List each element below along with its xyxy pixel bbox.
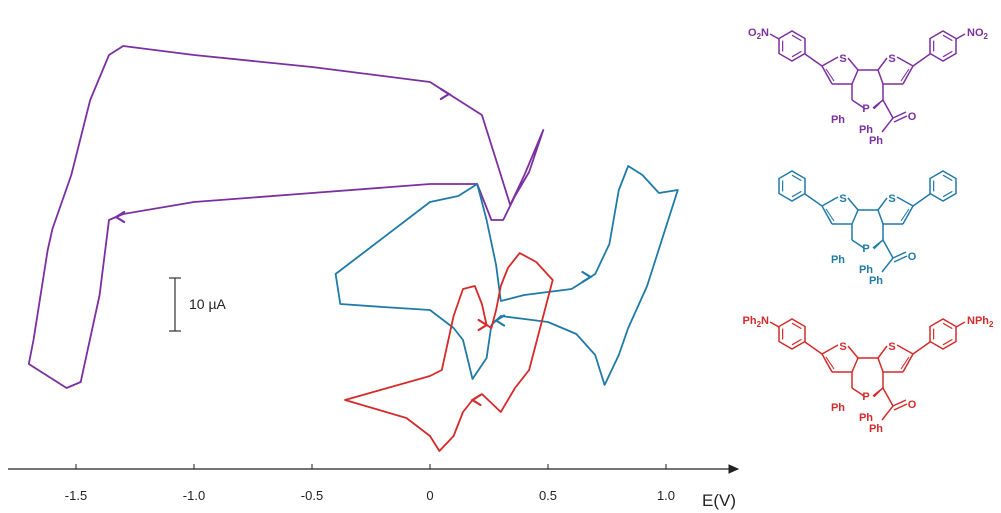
substituent-subscript: 2 (984, 32, 989, 41)
cv-direction-arrow (439, 87, 451, 101)
cv-series-2 (334, 165, 679, 386)
atom-label: S (888, 341, 895, 353)
atom-label: Ph (859, 124, 873, 136)
substituent-main: Ph (743, 315, 757, 327)
cv-direction-arrow (470, 393, 482, 407)
cv-direction-arrow (477, 318, 489, 332)
substituent-main: O (748, 27, 757, 39)
atom-label: Ph (859, 412, 873, 424)
x-tick-label: -0.5 (301, 488, 323, 503)
atom-label: Ph (831, 254, 845, 266)
substituent-subscript: 2 (757, 32, 762, 41)
substituent-subscript: 2 (989, 320, 994, 329)
atom-label: Ph (869, 135, 883, 147)
substituent-tail: N (761, 315, 769, 327)
substituent-label: NPh2 (967, 315, 994, 329)
cv-series-1 (27, 45, 545, 389)
atom-label: S (839, 341, 846, 353)
substituent-label: O2N (748, 27, 769, 41)
cv-series-3 (344, 252, 554, 452)
x-tick-label: 0 (426, 488, 433, 503)
substituent-tail: N (761, 27, 769, 39)
substituent-subscript: 2 (757, 320, 762, 329)
atom-label: Ph (831, 114, 845, 126)
atom-label: Ph (859, 264, 873, 276)
atom-label: O (908, 399, 917, 411)
x-tick-label: -1.5 (65, 488, 87, 503)
x-axis-ticks: -1.5 -1.0 -0.5 0 0.5 1.0 (65, 464, 675, 503)
substituent-label: NO2 (967, 27, 989, 41)
x-axis-label: E(V) (702, 491, 736, 510)
atom-label: Ph (869, 275, 883, 287)
current-scale-bar: 10 µA (169, 277, 227, 332)
atom-label: O (908, 251, 917, 263)
atom-label: P (862, 243, 869, 255)
x-tick-label: 0.5 (539, 488, 557, 503)
atom-label: O (908, 111, 917, 123)
atom-label: S (839, 53, 846, 65)
cv-direction-arrow (581, 270, 593, 284)
cv-direction-arrow (114, 210, 126, 224)
benzene-ring (778, 170, 806, 202)
substituent-main: NO (967, 27, 984, 39)
atom-label: P (862, 391, 869, 403)
atom-label: Ph (869, 423, 883, 435)
benzene-ring (929, 170, 957, 202)
x-tick-label: -1.0 (183, 488, 205, 503)
x-tick-label: 1.0 (657, 488, 675, 503)
atom-label: S (839, 193, 846, 205)
atom-label: Ph (831, 402, 845, 414)
atom-label: S (888, 193, 895, 205)
substituent-label: Ph2N (743, 315, 770, 329)
substituent-main: NPh (967, 315, 989, 327)
scale-bar-label: 10 µA (189, 296, 227, 312)
atom-label: S (888, 53, 895, 65)
cv-curves (27, 45, 679, 452)
atom-label: P (862, 103, 869, 115)
cv-direction-arrow (494, 314, 506, 327)
